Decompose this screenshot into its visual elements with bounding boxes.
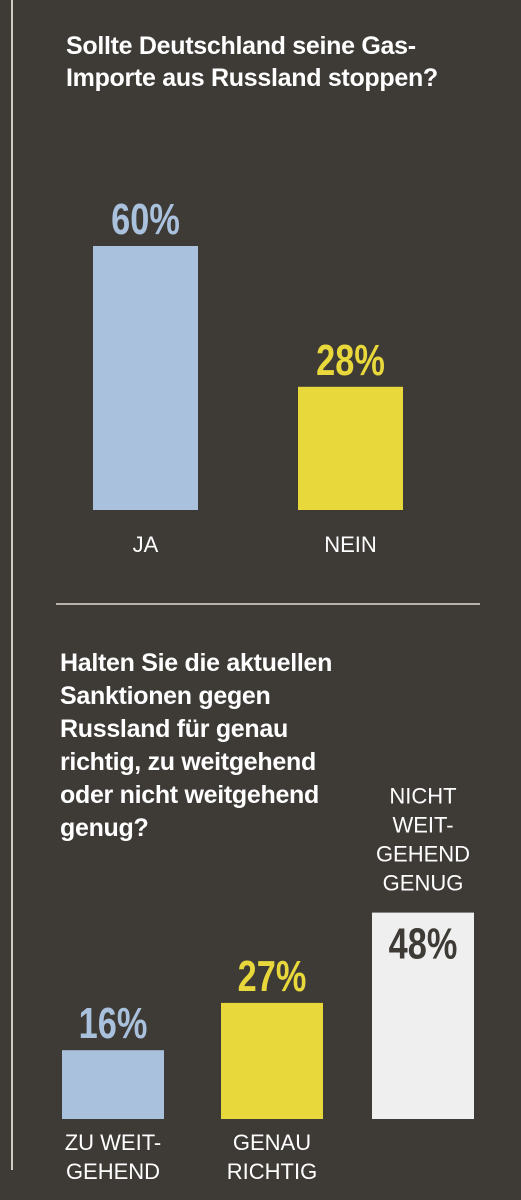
- chart2-bar-0: [62, 1050, 164, 1119]
- chart1-bar-0: [93, 246, 198, 510]
- chart2-category-label-2-1: WEIT-: [392, 813, 453, 838]
- chart2-category-label-1-0: GENAU: [233, 1130, 311, 1155]
- chart1-category-label-1-0: NEIN: [324, 532, 377, 557]
- chart2-bar-1: [221, 1002, 323, 1119]
- chart2-value-label-1: 27%: [238, 952, 307, 1001]
- chart1-bar-1: [298, 386, 403, 510]
- chart1-title: Sollte Deutschland seine Gas-Importe aus…: [66, 32, 438, 92]
- chart2-category-label-0-1: GEHEND: [66, 1159, 160, 1184]
- chart2-category-label-2-3: GENUG: [383, 871, 464, 896]
- chart2-category-label-2-2: GEHEND: [376, 842, 470, 867]
- chart2-title: Halten Sie die aktuellen Sanktionen gege…: [60, 649, 333, 842]
- left-border-line: [11, 0, 13, 1170]
- chart2-category-label-1-1: RICHTIG: [227, 1159, 317, 1184]
- chart2-category-label-2-0: NICHT: [389, 784, 456, 809]
- chart1-value-label-1: 28%: [316, 336, 385, 385]
- chart2-value-label-0: 16%: [79, 999, 148, 1048]
- chart2-bar-2: [372, 912, 474, 1119]
- chart2-category-label-0-0: ZU WEIT-: [65, 1130, 162, 1155]
- section-divider: [56, 603, 480, 605]
- chart1-category-label-0-0: JA: [133, 532, 159, 557]
- chart2-value-label-2: 48%: [389, 920, 458, 969]
- chart1-value-label-0: 60%: [111, 195, 180, 244]
